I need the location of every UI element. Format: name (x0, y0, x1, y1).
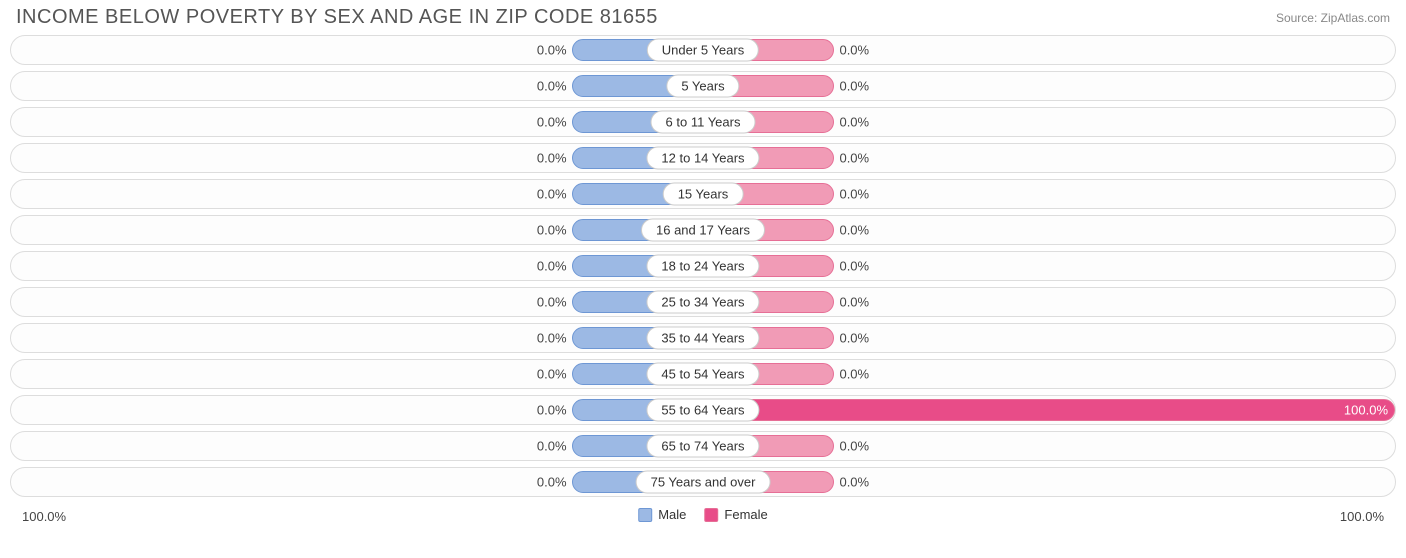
chart-row: 0.0% 0.0% 6 to 11 Years (10, 107, 1396, 137)
legend-label-male: Male (658, 507, 686, 522)
female-value-label: 0.0% (833, 295, 869, 310)
chart-row: 0.0% 100.0% 55 to 64 Years (10, 395, 1396, 425)
chart-row: 0.0% 0.0% Under 5 Years (10, 35, 1396, 65)
female-value-label: 0.0% (833, 151, 869, 166)
chart-row: 0.0% 0.0% 75 Years and over (10, 467, 1396, 497)
category-label: Under 5 Years (647, 39, 759, 62)
diverging-bar-chart: 0.0%0.0%Under 5 Years0.0%0.0%5 Years0.0%… (0, 31, 1406, 497)
chart-row: 0.0% 0.0% 25 to 34 Years (10, 287, 1396, 317)
male-half: 0.0% (11, 144, 703, 172)
male-half: 0.0% (11, 36, 703, 64)
chart-row: 0.0% 0.0% 65 to 74 Years (10, 431, 1396, 461)
female-half: 0.0% (703, 36, 1395, 64)
swatch-female-icon (704, 508, 718, 522)
legend-label-female: Female (724, 507, 767, 522)
category-label: 45 to 54 Years (646, 363, 759, 386)
female-value-label: 0.0% (833, 259, 869, 274)
chart-row: 0.0% 0.0% 15 Years (10, 179, 1396, 209)
legend-item-female: Female (704, 507, 767, 522)
female-half: 0.0% (703, 108, 1395, 136)
category-label: 25 to 34 Years (646, 291, 759, 314)
chart-row: 0.0% 0.0% 45 to 54 Years (10, 359, 1396, 389)
female-value-label: 0.0% (833, 43, 869, 58)
female-half: 0.0% (703, 324, 1395, 352)
chart-header: INCOME BELOW POVERTY BY SEX AND AGE IN Z… (0, 0, 1406, 31)
female-half: 0.0% (703, 432, 1395, 460)
female-value-label: 0.0% (833, 367, 869, 382)
female-half: 0.0% (703, 216, 1395, 244)
chart-source: Source: ZipAtlas.com (1276, 11, 1390, 25)
female-value-label: 0.0% (833, 79, 869, 94)
male-half: 0.0% (11, 72, 703, 100)
category-label: 15 Years (663, 183, 744, 206)
male-value-label: 0.0% (537, 151, 573, 166)
male-value-label: 0.0% (537, 331, 573, 346)
male-half: 0.0% (11, 468, 703, 496)
male-value-label: 0.0% (537, 367, 573, 382)
category-label: 75 Years and over (636, 471, 771, 494)
female-half: 0.0% (703, 144, 1395, 172)
female-half: 0.0% (703, 252, 1395, 280)
female-value-label: 0.0% (833, 187, 869, 202)
chart-footer: 100.0% Male Female 100.0% (0, 503, 1406, 533)
category-label: 6 to 11 Years (651, 111, 756, 134)
swatch-male-icon (638, 508, 652, 522)
chart-row: 0.0% 0.0% 5 Years (10, 71, 1396, 101)
chart-row: 0.0% 0.0% 35 to 44 Years (10, 323, 1396, 353)
male-value-label: 0.0% (537, 475, 573, 490)
chart-row: 0.0% 0.0% 12 to 14 Years (10, 143, 1396, 173)
female-value-label: 0.0% (833, 223, 869, 238)
category-label: 18 to 24 Years (646, 255, 759, 278)
category-label: 65 to 74 Years (646, 435, 759, 458)
male-value-label: 0.0% (537, 187, 573, 202)
male-half: 0.0% (11, 216, 703, 244)
chart-row: 0.0% 0.0% 18 to 24 Years (10, 251, 1396, 281)
female-half: 0.0% (703, 72, 1395, 100)
male-value-label: 0.0% (537, 79, 573, 94)
chart-row: 0.0% 0.0% 16 and 17 Years (10, 215, 1396, 245)
male-half: 0.0% (11, 252, 703, 280)
male-value-label: 0.0% (537, 223, 573, 238)
female-value-label: 0.0% (833, 115, 869, 130)
male-half: 0.0% (11, 180, 703, 208)
category-label: 55 to 64 Years (646, 399, 759, 422)
male-half: 0.0% (11, 108, 703, 136)
female-value-label: 0.0% (833, 331, 869, 346)
male-half: 0.0% (11, 324, 703, 352)
male-value-label: 0.0% (537, 403, 573, 418)
male-value-label: 0.0% (537, 295, 573, 310)
axis-label-right: 100.0% (1340, 509, 1384, 524)
male-half: 0.0% (11, 432, 703, 460)
category-label: 12 to 14 Years (646, 147, 759, 170)
legend-item-male: Male (638, 507, 686, 522)
male-half: 0.0% (11, 396, 703, 424)
female-value-label: 0.0% (833, 439, 869, 454)
male-half: 0.0% (11, 288, 703, 316)
female-half: 0.0% (703, 360, 1395, 388)
male-value-label: 0.0% (537, 43, 573, 58)
male-value-label: 0.0% (537, 115, 573, 130)
female-value-label: 0.0% (833, 475, 869, 490)
female-half: 100.0% (703, 396, 1395, 424)
male-value-label: 0.0% (537, 439, 573, 454)
chart-title: INCOME BELOW POVERTY BY SEX AND AGE IN Z… (16, 6, 658, 29)
female-half: 0.0% (703, 288, 1395, 316)
axis-label-left: 100.0% (22, 509, 66, 524)
category-label: 35 to 44 Years (646, 327, 759, 350)
male-half: 0.0% (11, 360, 703, 388)
male-value-label: 0.0% (537, 259, 573, 274)
female-half: 0.0% (703, 180, 1395, 208)
female-value-label: 100.0% (1344, 403, 1388, 418)
female-half: 0.0% (703, 468, 1395, 496)
legend: Male Female (638, 507, 768, 522)
female-bar: 100.0% (703, 399, 1395, 421)
category-label: 16 and 17 Years (641, 219, 765, 242)
category-label: 5 Years (666, 75, 739, 98)
